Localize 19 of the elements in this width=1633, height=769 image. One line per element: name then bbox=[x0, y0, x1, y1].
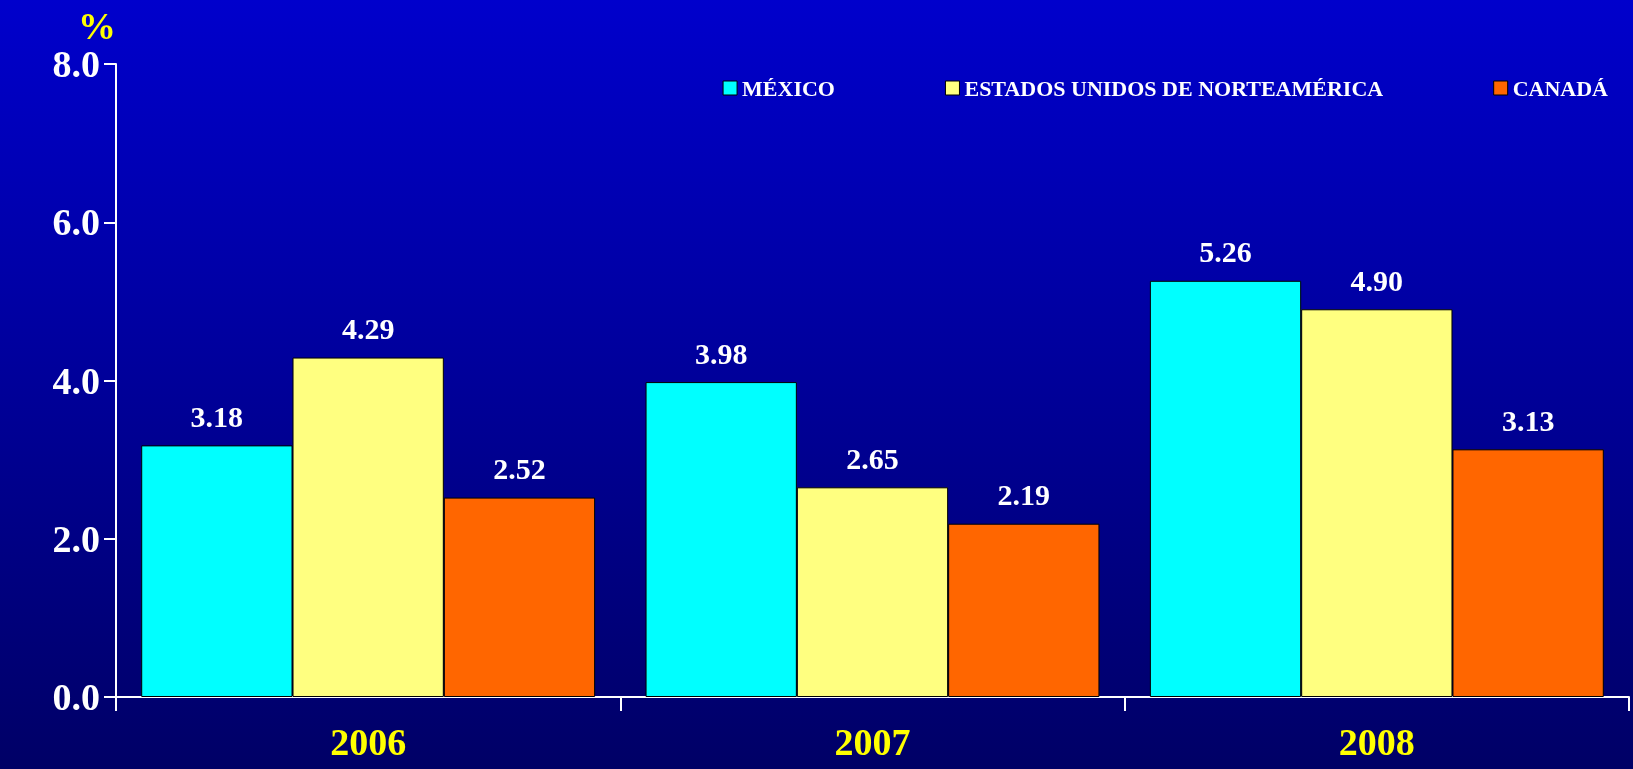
y-tick-label: 0.0 bbox=[52, 676, 100, 718]
y-tick-label: 4.0 bbox=[52, 359, 100, 402]
legend-label: MÉXICO bbox=[742, 75, 835, 101]
text: 3.98 bbox=[694, 336, 748, 370]
text: 3.13 bbox=[1501, 403, 1555, 437]
text: 2.52 bbox=[493, 452, 546, 486]
text: 4.29 bbox=[341, 312, 395, 346]
x-tick-label: 2008 bbox=[1338, 721, 1415, 763]
y-tick-label: 6.0 bbox=[52, 201, 100, 244]
legend-label: CANADÁ bbox=[1512, 75, 1609, 101]
x-tick-label: 2006 bbox=[330, 721, 407, 763]
x-tick-label: 2007 bbox=[834, 721, 911, 763]
text: 3.18 bbox=[190, 399, 244, 433]
text: 5.26 bbox=[1199, 235, 1252, 269]
y-tick-label: 2.0 bbox=[52, 517, 100, 560]
text: 2.19 bbox=[997, 478, 1051, 512]
legend-label: ESTADOS UNIDOS DE NORTEAMÉRICA bbox=[964, 75, 1384, 101]
text: 4.90 bbox=[1350, 263, 1404, 297]
text: 2.65 bbox=[846, 441, 899, 475]
